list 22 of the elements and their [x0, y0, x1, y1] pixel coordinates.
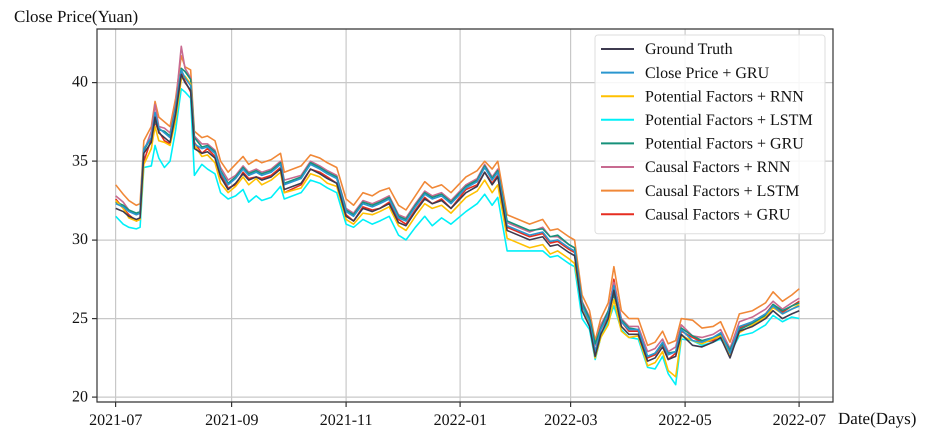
- y-tick-label: 25: [72, 310, 88, 327]
- x-tick-label: 2022-03: [544, 412, 598, 429]
- x-tick-label: 2022-07: [772, 412, 826, 429]
- x-tick-label: 2022-01: [434, 412, 487, 429]
- legend-label: Potential Factors + LSTM: [645, 112, 813, 130]
- legend-label: Potential Factors + GRU: [645, 136, 804, 153]
- legend-label: Potential Factors + RNN: [645, 88, 804, 106]
- legend-label: Causal Factors + GRU: [645, 206, 791, 224]
- x-tick-label: 2021-09: [205, 412, 259, 429]
- legend-label: Close Price + GRU: [645, 64, 770, 82]
- y-tick-label: 40: [72, 74, 88, 91]
- legend-label: Ground Truth: [645, 41, 733, 58]
- legend-label: Causal Factors + LSTM: [645, 182, 800, 200]
- x-tick-label: 2022-05: [658, 412, 712, 429]
- y-tick-label: 20: [72, 388, 88, 406]
- x-axis-title: Date(Days): [838, 409, 916, 428]
- y-tick-label: 35: [72, 152, 88, 170]
- y-tick-label: 30: [72, 231, 88, 248]
- legend-label: Causal Factors + RNN: [645, 159, 791, 176]
- x-tick-label: 2021-07: [89, 412, 142, 429]
- y-axis-title: Close Price(Yuan): [14, 7, 138, 26]
- x-tick-label: 2021-11: [320, 412, 372, 429]
